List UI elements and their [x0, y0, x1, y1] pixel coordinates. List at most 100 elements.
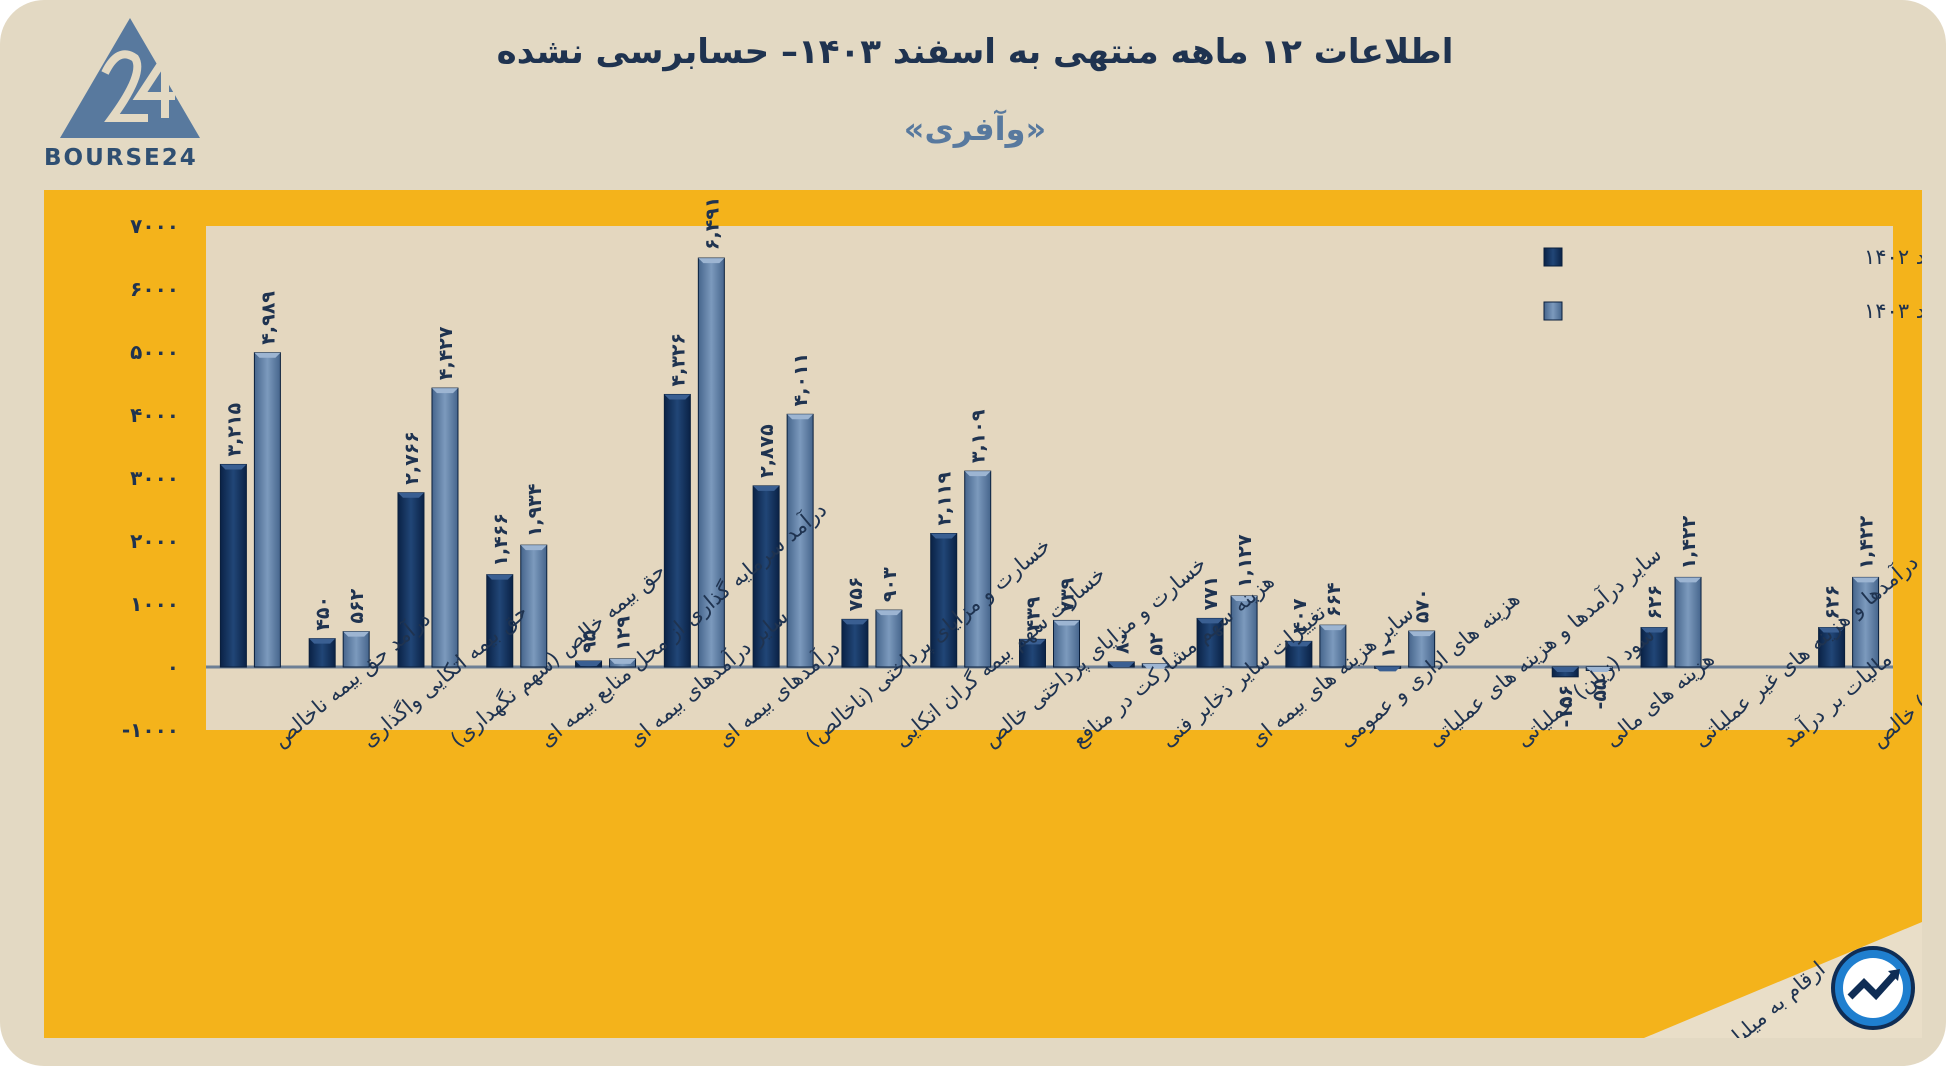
bar-value-label: ۱,۴۲۲ — [1856, 515, 1878, 569]
bar-bevel — [664, 394, 691, 400]
chart-panel: ۷۰۰۰ ۶۰۰۰ ۵۰۰۰ ۴۰۰۰ ۳۰۰۰ ۲۰۰۰ ۱۰۰۰ ۰ -۱۰۰۰ ۳,۲۱۵… — [44, 190, 1922, 1038]
bar-1403 — [786, 413, 814, 668]
bar-bevel — [964, 471, 991, 477]
bar-value-label: ۲,۷۶۶ — [401, 431, 423, 485]
bar-chart: ۷۰۰۰ ۶۰۰۰ ۵۰۰۰ ۴۰۰۰ ۳۰۰۰ ۲۰۰۰ ۱۰۰۰ ۰ -۱۰۰۰ ۳,۲۱۵… — [122, 196, 1922, 1038]
bar-value-label: ۸۰ — [1111, 631, 1133, 654]
bar-value-label: ۵۶۲ — [346, 588, 368, 623]
y-tick-label: ۶۰۰۰ — [130, 277, 179, 301]
bar-1402 — [752, 485, 780, 668]
legend-swatch — [1543, 247, 1563, 267]
bar-1403 — [253, 352, 281, 668]
bar-1402 — [841, 618, 869, 668]
bar-bevel — [431, 388, 458, 394]
bar-bevel — [1586, 667, 1613, 672]
y-tick-label: ۵۰۰۰ — [130, 340, 179, 364]
company-name: «وآفری» — [903, 110, 1047, 148]
bar-value-label: -۱۵۶ — [1555, 685, 1577, 728]
bar-bevel — [309, 638, 336, 644]
legend-swatch — [1543, 301, 1563, 321]
bar-bevel — [1319, 625, 1346, 631]
bar-bevel — [1019, 639, 1046, 645]
bar-bevel — [930, 533, 957, 539]
y-axis: ۷۰۰۰ ۶۰۰۰ ۵۰۰۰ ۴۰۰۰ ۳۰۰۰ ۲۰۰۰ ۱۰۰۰ ۰ -۱۰۰۰ — [122, 214, 179, 742]
bar-1403 — [1852, 576, 1880, 668]
bar-1402 — [486, 574, 514, 668]
y-tick-label: ۱۰۰۰ — [130, 592, 179, 616]
bar-1403 — [1674, 576, 1702, 668]
bar-bevel — [1408, 631, 1435, 637]
bar-value-label: ۱,۹۳۴ — [524, 484, 546, 538]
bar-1403 — [1408, 630, 1436, 668]
y-tick-label: -۱۰۰۰ — [122, 718, 179, 742]
bar-value-label: ۴,۹۸۹ — [257, 291, 279, 345]
bar-value-label: ۴۵۰ — [312, 596, 334, 631]
bar-bevel — [254, 352, 281, 358]
bar-value-label: ۹۰۳ — [879, 567, 901, 602]
bar-value-label: ۴۰۷ — [1289, 598, 1311, 633]
bar-value-label: ۵۲ — [1145, 632, 1167, 656]
page-title: اطلاعات ۱۲ ماهه منتهی به اسفند ۱۴۰۳– حسا… — [496, 32, 1454, 72]
y-tick-label: ۲۰۰۰ — [130, 529, 179, 553]
bar-bevel — [698, 258, 725, 264]
bar-1402 — [1196, 617, 1224, 668]
bars: ۳,۲۱۵ ۴,۹۸۹ ۴۵۰ ۵۶۲ ۲,۷۶۶ ۴,۴۲۷ ۱,۴۶۶ ۱,۹۳۴ ۹۵ ۱۲… — [219, 196, 1880, 728]
bar-value-label: ۳,۱۰۹ — [968, 409, 990, 463]
legend-label: عملکرد منتهی به اسفند ۱۴۰۳ — [1864, 299, 1922, 323]
bar-value-label: ۶,۴۹۱ — [701, 196, 723, 250]
bar-bevel — [1818, 627, 1845, 633]
bar-1403 — [964, 470, 992, 668]
bourse24-badge-icon — [1831, 946, 1915, 1030]
y-tick-label: ۴۰۰۰ — [130, 403, 179, 427]
bar-bevel — [1142, 663, 1169, 669]
bar-value-label: ۱,۴۶۶ — [490, 513, 512, 567]
bar-value-label: ۶۲۶ — [1822, 585, 1844, 620]
bar-bevel — [397, 492, 424, 498]
bar-value-label: -۵۵ — [1589, 678, 1611, 709]
y-tick-label: ۷۰۰۰ — [130, 214, 179, 238]
bar-1402 — [1818, 627, 1846, 668]
bar-1403 — [1319, 624, 1347, 668]
bar-value-label: ۱,۴۲۲ — [1678, 515, 1700, 569]
bar-1403 — [431, 387, 459, 668]
bar-value-label: ۷۳۹ — [1057, 577, 1079, 612]
bar-bevel — [1641, 627, 1668, 633]
bar-1402 — [397, 492, 425, 668]
bar-bevel — [1852, 577, 1879, 583]
bar-value-label: ۱۲۹ — [613, 616, 635, 651]
bar-value-label: ۶۲۶ — [1644, 585, 1666, 620]
bar-value-label: ۷۵۶ — [845, 577, 867, 612]
bar-1403 — [520, 544, 548, 668]
bar-bevel — [220, 464, 247, 470]
bar-bevel — [875, 610, 902, 616]
bar-bevel — [1108, 661, 1135, 667]
bar-bevel — [575, 661, 602, 667]
bar-bevel — [1374, 666, 1401, 672]
bar-value-label: ۵۷۰ — [1412, 588, 1434, 623]
bar-value-label: ۲,۱۱۹ — [934, 471, 956, 525]
bar-value-label: ۳,۲۱۵ — [223, 402, 245, 456]
bar-bevel — [841, 619, 868, 625]
bar-bevel — [1552, 667, 1579, 672]
bar-1402 — [930, 533, 958, 668]
bar-value-label: ۷۷۱ — [1200, 576, 1222, 611]
bar-value-label: ۴,۳۲۶ — [667, 333, 689, 387]
y-tick-label: ۰ — [167, 655, 179, 679]
bar-bevel — [1053, 620, 1080, 626]
bar-value-label: ۴,۰۱۱ — [790, 353, 812, 407]
bar-bevel — [1197, 618, 1224, 624]
logo-text: BOURSE24 — [44, 145, 198, 171]
bar-bevel — [520, 545, 547, 551]
bar-bevel — [486, 574, 513, 580]
bar-1403 — [342, 631, 370, 668]
bar-bevel — [753, 485, 780, 491]
bar-bevel — [609, 658, 636, 664]
bar-value-label: ۴,۴۲۷ — [435, 326, 457, 380]
bar-value-label: ۹۵ — [579, 629, 601, 653]
bar-1402 — [219, 463, 247, 668]
bar-bevel — [787, 414, 814, 420]
bar-bevel — [1675, 577, 1702, 583]
bar-value-label: ۶۶۴ — [1323, 582, 1345, 617]
bar-value-label: ۱۰ — [1378, 635, 1400, 658]
